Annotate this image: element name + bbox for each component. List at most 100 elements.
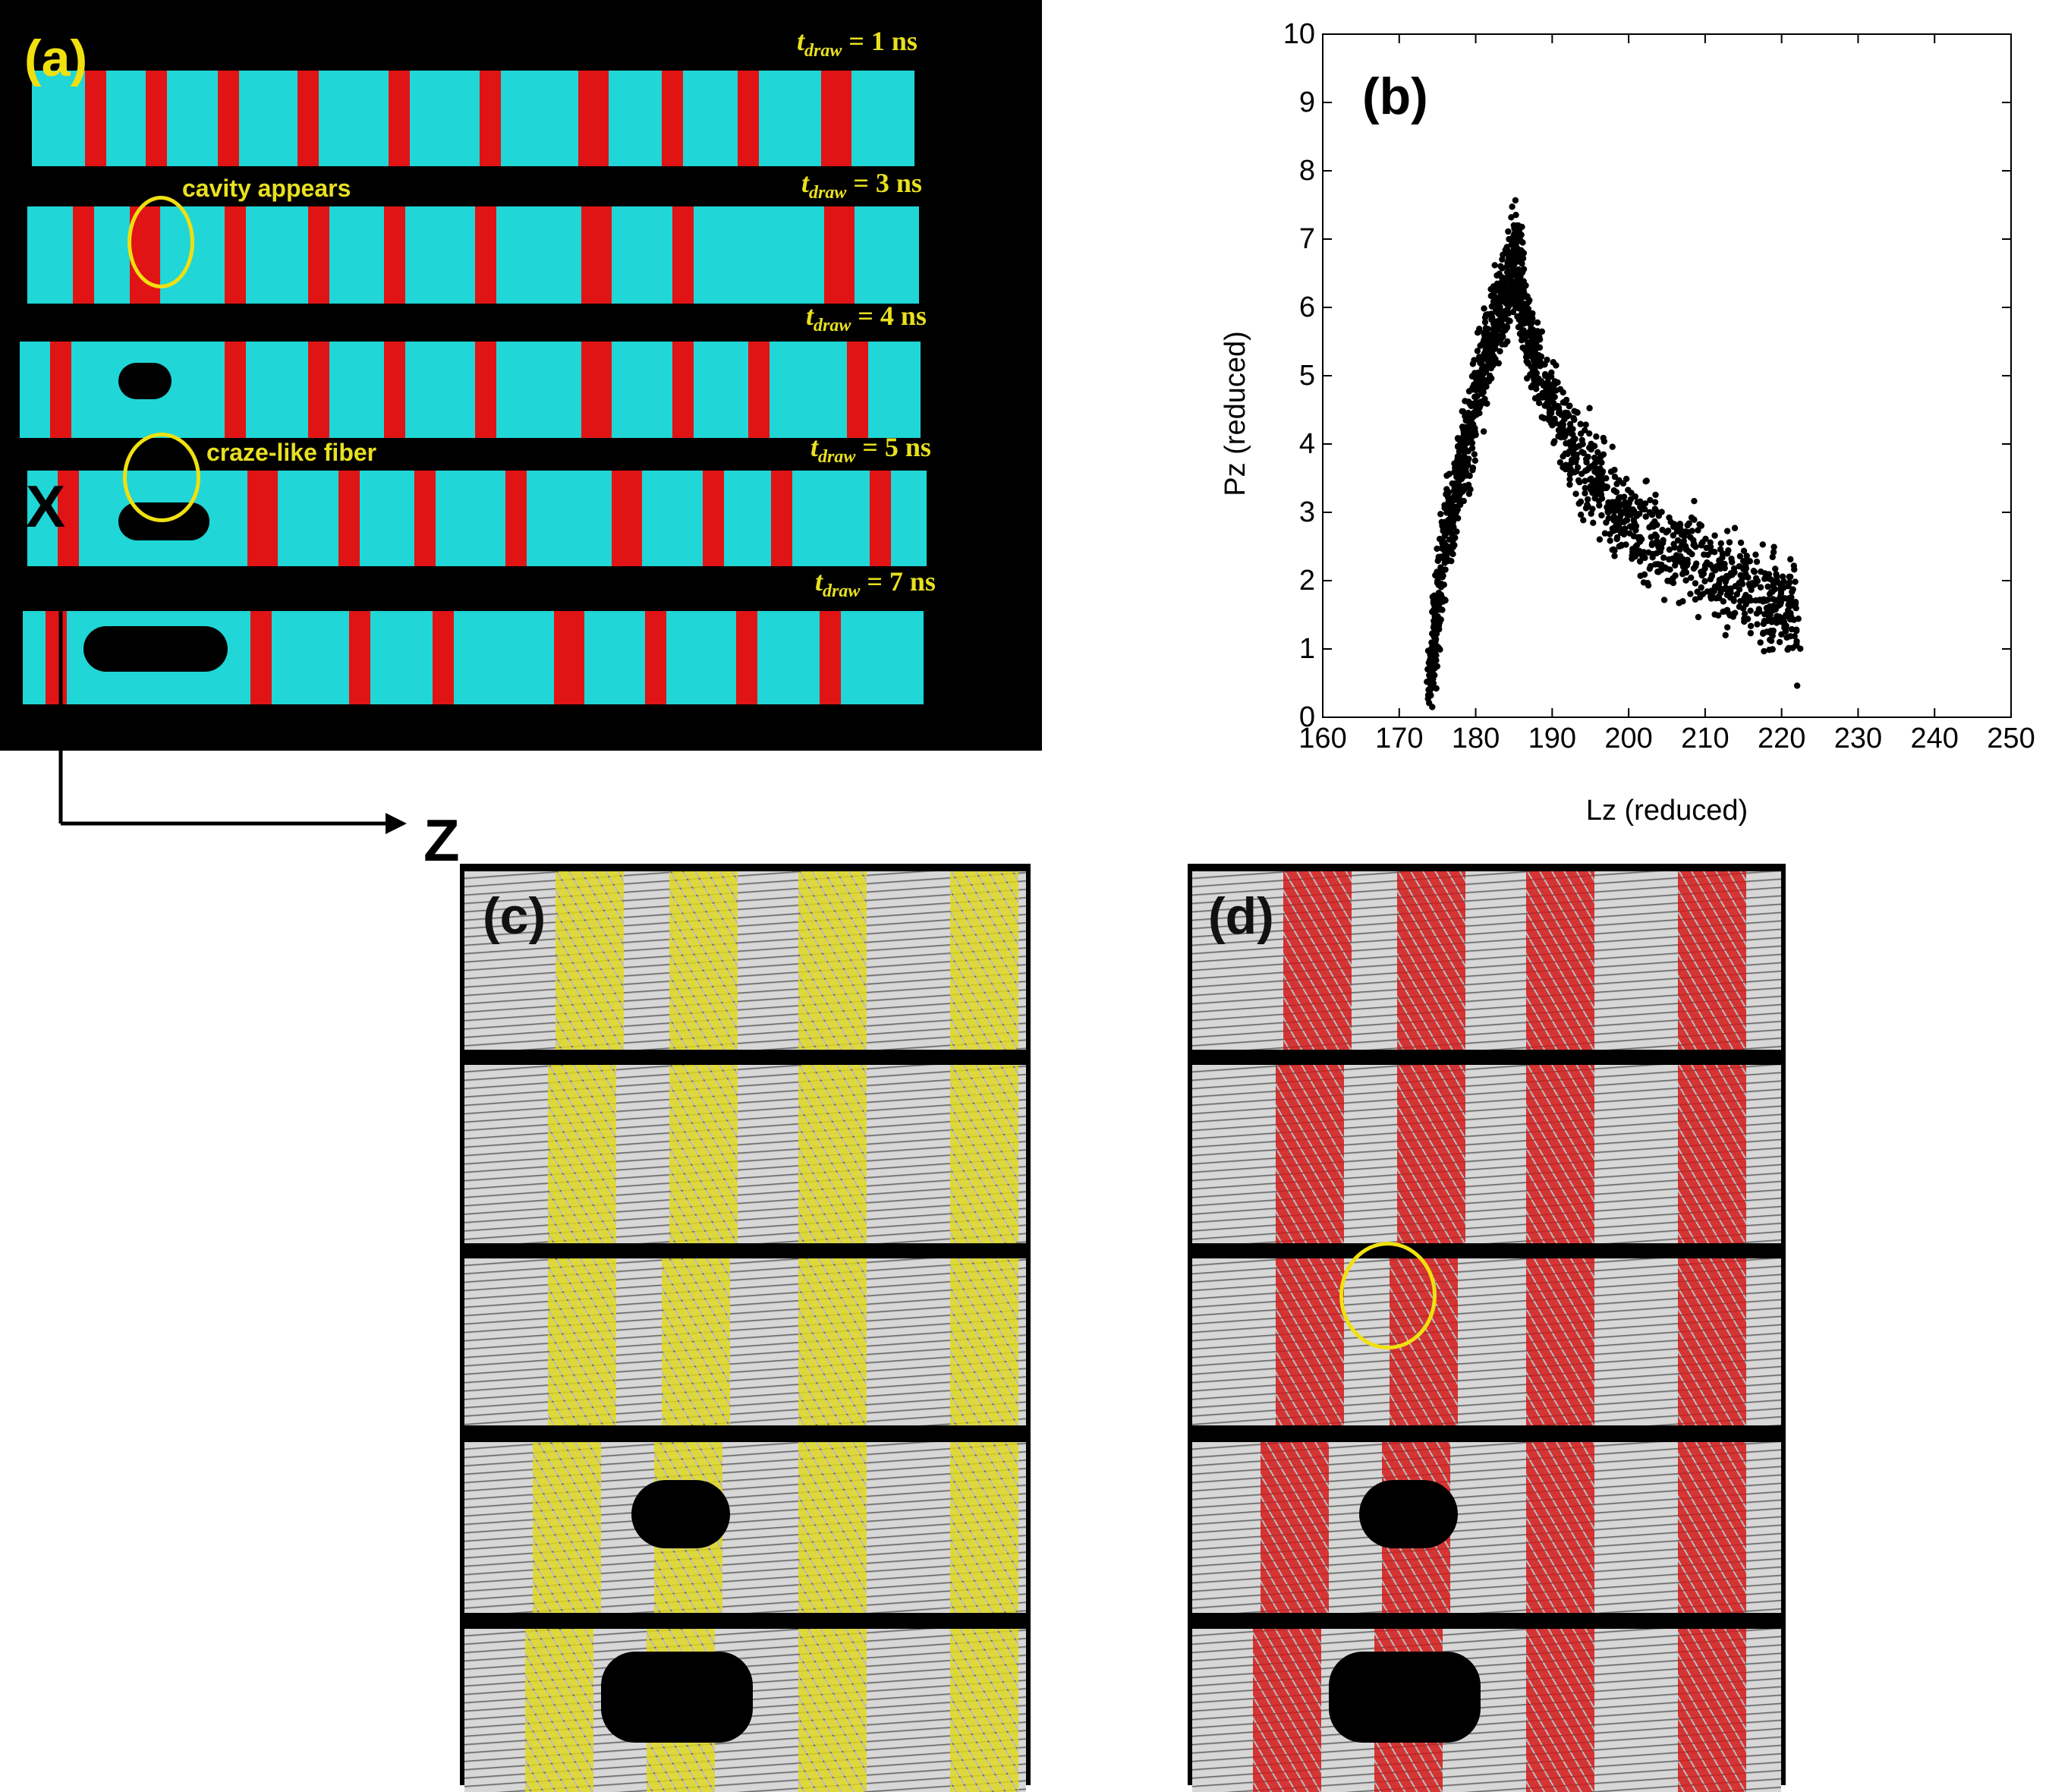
amorphous-band <box>581 342 612 438</box>
data-point <box>1777 599 1785 606</box>
amorphous-band <box>1397 1065 1465 1243</box>
data-point <box>1456 461 1464 468</box>
data-point <box>1772 565 1779 572</box>
data-point <box>1481 329 1488 336</box>
amorphous-band <box>349 611 370 704</box>
data-point <box>1626 523 1634 530</box>
data-point <box>1566 476 1573 483</box>
data-point <box>1482 377 1489 384</box>
data-point <box>1720 598 1727 605</box>
data-point <box>1538 380 1546 387</box>
time-label-5: tdraw = 7 ns <box>815 565 936 602</box>
data-point <box>1616 519 1624 526</box>
data-point <box>1741 562 1748 569</box>
data-point <box>1703 544 1710 552</box>
panel-c-snapshots <box>460 864 1031 1792</box>
data-point <box>1566 471 1574 478</box>
data-point <box>1446 471 1453 477</box>
data-point <box>1512 259 1519 266</box>
data-point <box>1635 534 1641 541</box>
data-point <box>1632 522 1640 530</box>
y-tick-label: 8 <box>1299 155 1315 187</box>
data-point <box>1594 449 1601 456</box>
data-point <box>1791 566 1798 573</box>
data-point <box>1585 444 1593 452</box>
data-point <box>1437 580 1445 587</box>
data-point <box>1721 565 1728 572</box>
data-point <box>1516 279 1524 287</box>
data-point <box>1600 434 1607 442</box>
data-point <box>1434 545 1440 553</box>
data-point <box>1619 526 1626 534</box>
data-point <box>1623 475 1630 483</box>
data-point <box>1767 636 1774 644</box>
data-point <box>1596 502 1603 509</box>
data-point <box>1690 565 1698 572</box>
data-point <box>1543 386 1550 393</box>
amorphous-band <box>548 1258 616 1425</box>
data-point <box>1484 357 1491 364</box>
data-point <box>1777 593 1784 600</box>
data-point <box>1509 272 1516 279</box>
data-point <box>1590 519 1597 527</box>
data-point <box>1438 566 1446 574</box>
amorphous-band <box>533 1442 601 1613</box>
data-point <box>1704 588 1711 595</box>
amorphous-band <box>581 206 612 304</box>
data-point <box>1555 409 1563 417</box>
data-point <box>1637 498 1644 505</box>
data-point <box>1471 457 1479 465</box>
y-tick-label: 9 <box>1299 87 1315 118</box>
time-value: = 3 ns <box>853 168 922 198</box>
data-point <box>1747 607 1754 614</box>
data-point <box>1598 459 1605 466</box>
data-point <box>1760 620 1767 628</box>
data-point <box>1437 616 1444 623</box>
amorphous-band <box>46 611 67 704</box>
x-tick-label: 210 <box>1681 723 1729 754</box>
time-symbol: t <box>815 566 823 597</box>
amorphous-band <box>950 871 1018 1050</box>
data-point <box>1776 613 1783 620</box>
data-point <box>1684 521 1691 529</box>
time-subscript: draw <box>823 581 861 601</box>
x-tick-label: 170 <box>1375 723 1423 754</box>
data-point <box>1462 440 1469 447</box>
data-point <box>1580 517 1587 524</box>
amorphous-band <box>1283 871 1352 1050</box>
time-subscript: draw <box>809 183 847 203</box>
data-point <box>1708 572 1716 580</box>
data-point <box>1764 583 1771 591</box>
time-value: = 7 ns <box>867 566 936 597</box>
amorphous-band <box>645 611 666 704</box>
amorphous-band <box>433 611 454 704</box>
data-point <box>1491 262 1498 269</box>
y-tick-label: 5 <box>1299 360 1315 392</box>
data-point <box>1465 455 1472 462</box>
amorphous-band <box>1526 1065 1594 1243</box>
data-point <box>1629 506 1636 513</box>
data-point <box>1528 383 1534 391</box>
data-point <box>1541 370 1549 378</box>
data-point <box>1452 534 1459 541</box>
data-point <box>1786 579 1793 586</box>
data-point <box>1477 376 1484 384</box>
amorphous-band <box>225 206 246 304</box>
data-point <box>1538 328 1546 335</box>
data-point <box>1792 605 1799 612</box>
data-point <box>1499 329 1506 336</box>
data-point <box>1753 610 1761 617</box>
data-point <box>1441 526 1448 534</box>
data-point <box>1462 461 1469 468</box>
data-point <box>1757 584 1764 591</box>
data-point <box>1610 487 1618 494</box>
data-point <box>1660 554 1667 561</box>
data-point <box>1522 282 1529 289</box>
data-point <box>1588 510 1594 517</box>
data-point <box>1521 335 1528 342</box>
data-point <box>1759 541 1767 548</box>
data-point <box>1787 556 1794 563</box>
data-point <box>1689 528 1695 534</box>
data-point <box>1696 594 1704 601</box>
amorphous-band <box>736 611 757 704</box>
